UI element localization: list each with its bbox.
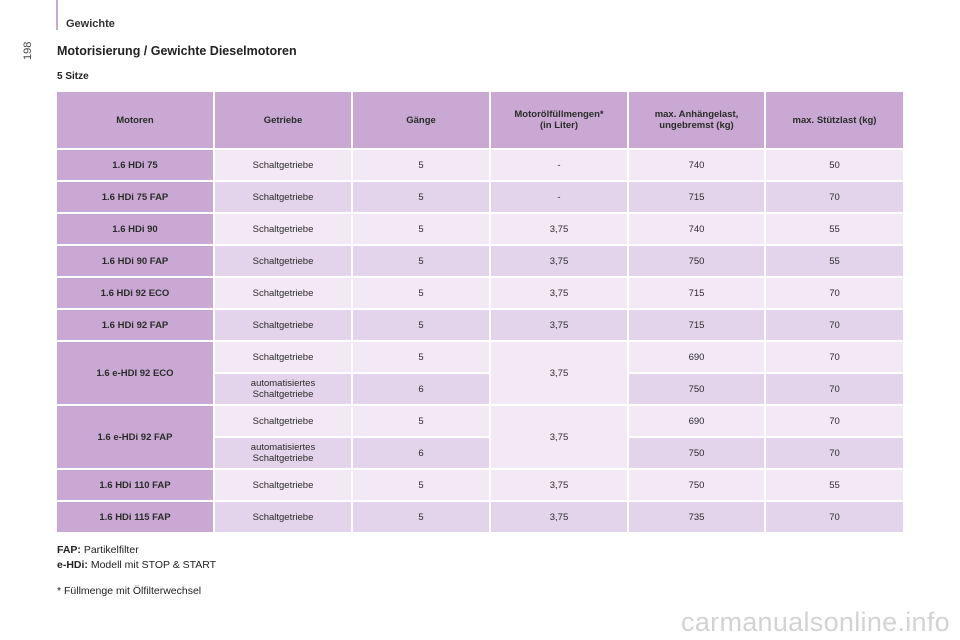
gears-cell: 5 (353, 406, 491, 438)
nose-weight-cell: 70 (766, 406, 903, 438)
gearbox-cell: Schaltgetriebe (215, 310, 353, 342)
gears-cell: 5 (353, 182, 491, 214)
nose-weight-cell: 55 (766, 214, 903, 246)
gears-cell: 5 (353, 342, 491, 374)
oil-capacity-cell: 3,75 (491, 214, 629, 246)
motor-cell: 1.6 HDi 92 ECO (57, 278, 215, 310)
table-body: 1.6 HDi 75 Schaltgetriebe 5-740 50 1.6 HDi 7… (57, 150, 903, 534)
trailer-load-cell: 750 (629, 470, 766, 502)
gearbox-cell: Schaltgetriebe (215, 214, 353, 246)
trailer-load-cell: 750 (629, 246, 766, 278)
trailer-load-cell: 715 (629, 278, 766, 310)
oil-capacity-cell: 3,75 (491, 502, 629, 534)
gearbox-cell: Schaltgetriebe (215, 406, 353, 438)
oil-capacity-cell: - (491, 150, 629, 182)
trailer-load-cell: 735 (629, 502, 766, 534)
gears-cell: 5 (353, 310, 491, 342)
gearbox-cell: Schaltgetriebe (215, 278, 353, 310)
nose-weight-cell: 70 (766, 310, 903, 342)
table-row: 1.6 HDi 115 FAP Schaltgetriebe 5 3,75 735 70 (57, 502, 903, 534)
trailer-load-cell: 715 (629, 182, 766, 214)
abbreviation-notes: FAP: Partikelfilter e-HDi: Modell mit ST… (57, 543, 216, 573)
gearbox-cell: automatisiertes Schaltgetriebe (215, 374, 353, 406)
nose-weight-cell: 70 (766, 182, 903, 214)
gears-cell: 5 (353, 246, 491, 278)
gears-cell: 6 (353, 438, 491, 470)
oil-capacity-cell: 3,75 (491, 342, 629, 406)
oil-capacity-cell: - (491, 182, 629, 214)
trailer-load-cell: 690 (629, 406, 766, 438)
gearbox-cell: Schaltgetriebe (215, 502, 353, 534)
trailer-load-cell: 750 (629, 438, 766, 470)
nose-weight-cell: 70 (766, 374, 903, 406)
column-header: Motoren (57, 92, 215, 150)
gears-cell: 6 (353, 374, 491, 406)
nose-weight-cell: 50 (766, 150, 903, 182)
oil-capacity-cell: 3,75 (491, 246, 629, 278)
column-header: Gänge (353, 92, 491, 150)
table-row: automatisiertes Schaltgetriebe 6 750 70 (57, 374, 903, 406)
nose-weight-cell: 70 (766, 438, 903, 470)
trailer-load-cell: 690 (629, 342, 766, 374)
motor-cell: 1.6 HDi 75 (57, 150, 215, 182)
nose-weight-cell: 70 (766, 502, 903, 534)
trailer-load-cell: 740 (629, 214, 766, 246)
motor-cell: 1.6 HDi 115 FAP (57, 502, 215, 534)
table-row: 1.6 HDi 75 FAP Schaltgetriebe 5-715 70 (57, 182, 903, 214)
motor-cell: 1.6 HDi 75 FAP (57, 182, 215, 214)
column-header: Motorölfüllmengen* (in Liter) (491, 92, 629, 150)
note-ehdi: e-HDi: Modell mit STOP & START (57, 559, 217, 571)
gears-cell: 5 (353, 214, 491, 246)
gearbox-cell: Schaltgetriebe (215, 470, 353, 502)
gearbox-cell: Schaltgetriebe (215, 150, 353, 182)
table-row: 1.6 e-HDi 92 FAP Schaltgetriebe 5 3,75 690 70 (57, 406, 903, 470)
table-row: automatisiertes Schaltgetriebe 6 750 70 (57, 438, 903, 470)
motor-cell: 1.6 e-HDi 92 FAP (57, 406, 215, 470)
motor-cell: 1.6 HDi 92 FAP (57, 310, 215, 342)
table-row: 1.6 e-HDI 92 ECO Schaltgetriebe 5 3,75 690 70 (57, 342, 903, 406)
motor-cell: 1.6 HDi 110 FAP (57, 470, 215, 502)
gearbox-cell: Schaltgetriebe (215, 342, 353, 374)
table-row: 1.6 HDi 90 Schaltgetriebe 5 3,75 740 55 (57, 214, 903, 246)
section-marker-bar (56, 0, 58, 30)
motor-cell: 1.6 HDi 90 (57, 214, 215, 246)
gearbox-cell: Schaltgetriebe (215, 182, 353, 214)
gears-cell: 5 (353, 470, 491, 502)
watermark: carmanualsonline.info (681, 607, 950, 637)
oil-capacity-cell: 3,75 (491, 310, 629, 342)
column-header: Getriebe (215, 92, 353, 150)
oil-capacity-cell: 3,75 (491, 278, 629, 310)
trailer-load-cell: 750 (629, 374, 766, 406)
nose-weight-cell: 55 (766, 246, 903, 278)
table-row: 1.6 HDi 90 FAP Schaltgetriebe 5 3,75 750 55 (57, 246, 903, 278)
table-row: 1.6 HDi 92 FAP Schaltgetriebe 5 3,75 715 70 (57, 310, 903, 342)
oil-capacity-cell: 3,75 (491, 470, 629, 502)
table-row: 1.6 HDi 75 Schaltgetriebe 5-740 50 (57, 150, 903, 182)
motor-cell: 1.6 e-HDI 92 ECO (57, 342, 215, 406)
subsection-title: 5 Sitze (57, 71, 89, 82)
nose-weight-cell: 70 (766, 278, 903, 310)
trailer-load-cell: 740 (629, 150, 766, 182)
gears-cell: 5 (353, 278, 491, 310)
column-header: max. Anhängelast, ungebremst (kg) (629, 92, 766, 150)
trailer-load-cell: 715 (629, 310, 766, 342)
nose-weight-cell: 70 (766, 342, 903, 374)
section-label: Gewichte (66, 18, 115, 30)
page-number: 198 (22, 41, 34, 60)
table-header-row: Motoren Getriebe Gänge Motorölfüllmengen* (… (57, 92, 903, 150)
gearbox-cell: Schaltgetriebe (215, 246, 353, 278)
weights-table: Motoren Getriebe Gänge Motorölfüllmengen* (… (57, 92, 903, 534)
gears-cell: 5 (353, 150, 491, 182)
gears-cell: 5 (353, 502, 491, 534)
gearbox-cell: automatisiertes Schaltgetriebe (215, 438, 353, 470)
column-header: max. Stützlast (kg) (766, 92, 903, 150)
page-title: Motorisierung / Gewichte Dieselmotoren (57, 44, 297, 58)
motor-cell: 1.6 HDi 90 FAP (57, 246, 215, 278)
nose-weight-cell: 55 (766, 470, 903, 502)
table-row: 1.6 HDi 110 FAP Schaltgetriebe 5 3,75 750 55 (57, 470, 903, 502)
note-fap: FAP: Partikelfilter (57, 544, 139, 556)
footnote: * Füllmenge mit Ölfilterwechsel (57, 585, 202, 597)
table-row: 1.6 HDi 92 ECO Schaltgetriebe 5 3,75 715 70 (57, 278, 903, 310)
oil-capacity-cell: 3,75 (491, 406, 629, 470)
